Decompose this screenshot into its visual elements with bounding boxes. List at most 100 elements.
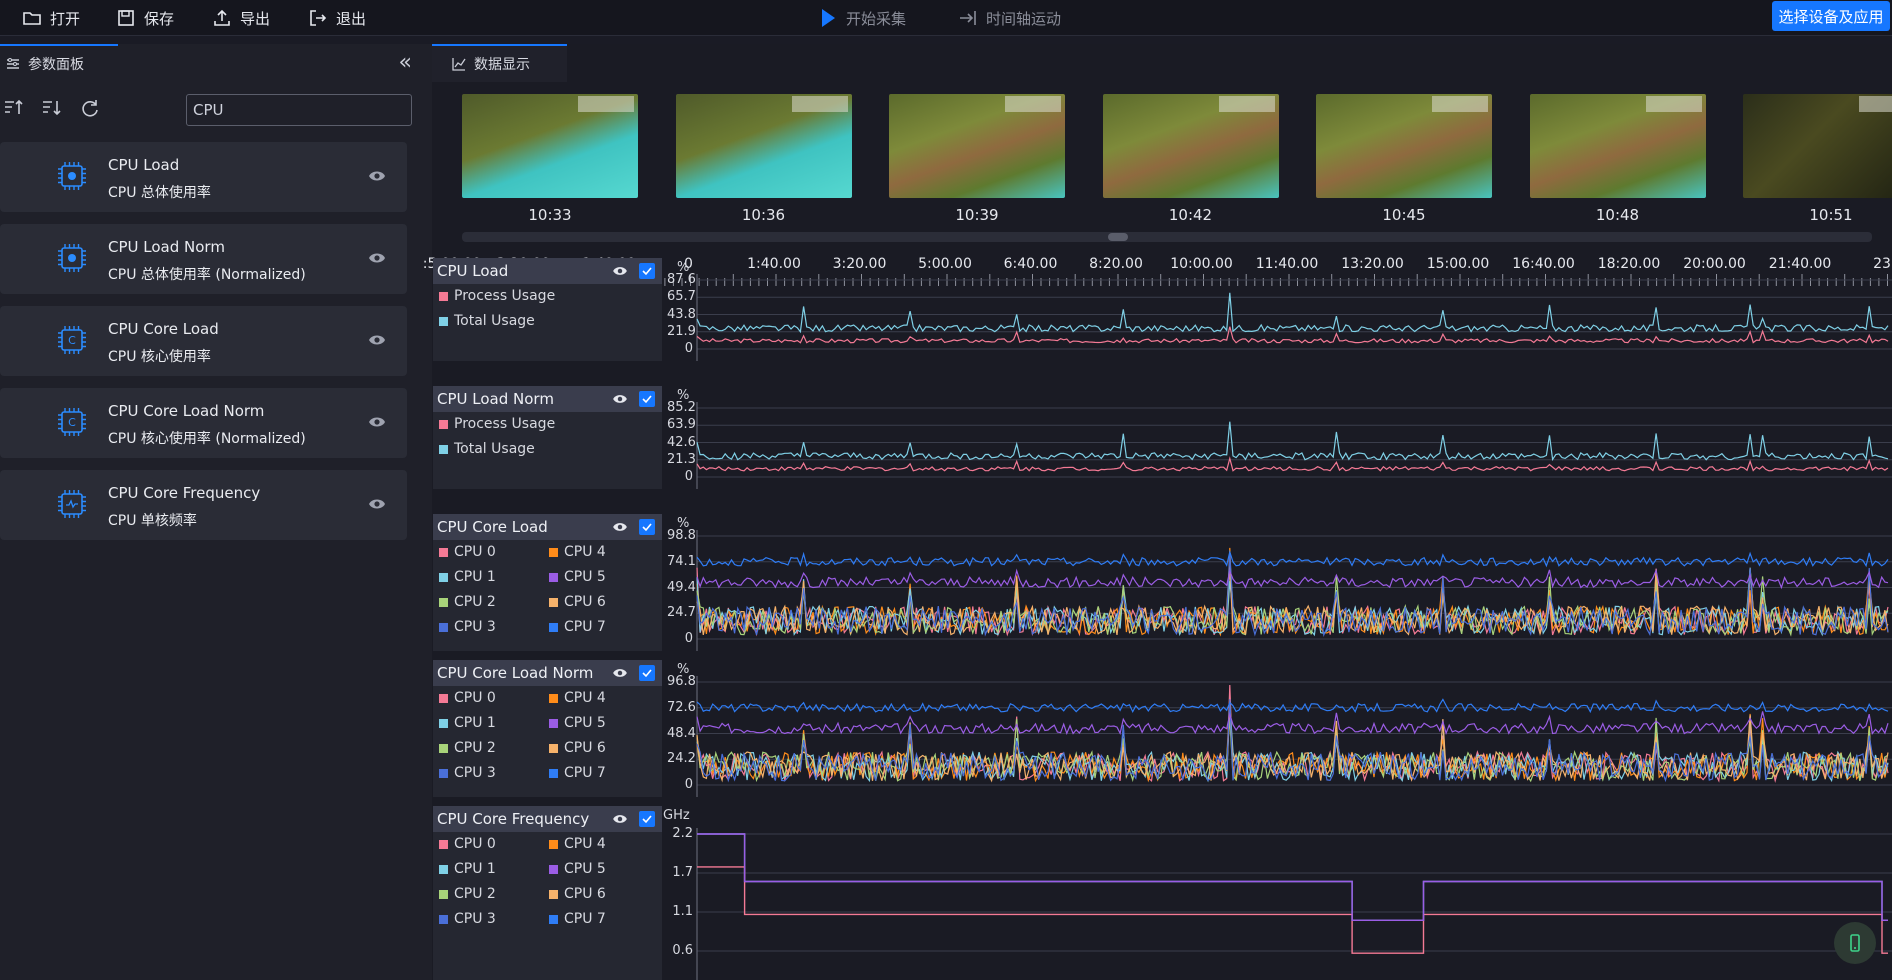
visibility-checkbox[interactable]	[639, 519, 655, 535]
y-tick-label: 21.9	[667, 323, 696, 339]
eye-icon[interactable]	[612, 521, 628, 533]
legend-item[interactable]: CPU 6	[549, 594, 606, 610]
refresh-icon[interactable]	[78, 96, 102, 120]
sort-descending-icon[interactable]	[40, 96, 64, 120]
screenshot-thumbnail[interactable]	[1743, 94, 1892, 198]
parameter-item[interactable]: C CPU Core Load Norm CPU 核心使用率 (Normaliz…	[0, 388, 407, 458]
legend-item[interactable]: CPU 1	[439, 861, 496, 877]
legend-item[interactable]: CPU 1	[439, 569, 496, 585]
legend-label: CPU 1	[454, 569, 496, 585]
legend-item[interactable]: CPU 0	[439, 836, 496, 852]
eye-icon[interactable]	[368, 415, 386, 429]
eye-icon[interactable]	[612, 667, 628, 679]
legend-swatch	[439, 597, 448, 607]
legend-label: CPU 4	[564, 836, 606, 852]
list-settings-icon	[7, 58, 19, 69]
eye-icon[interactable]	[612, 265, 628, 277]
select-device-button[interactable]: 选择设备及应用	[1772, 1, 1890, 31]
eye-icon[interactable]	[612, 813, 628, 825]
eye-icon[interactable]	[612, 393, 628, 405]
scrollbar-thumb[interactable]	[1108, 233, 1128, 241]
device-fab-button[interactable]	[1834, 922, 1876, 964]
legend-item[interactable]: CPU 2	[439, 886, 496, 902]
legend-item[interactable]: CPU 7	[549, 619, 606, 635]
core-load-series	[696, 711, 1889, 735]
legend-item[interactable]: CPU 5	[549, 715, 606, 731]
legend-item[interactable]: CPU 3	[439, 765, 496, 781]
y-tick-label: 96.8	[667, 674, 696, 689]
save-button[interactable]: 保存	[116, 0, 174, 36]
sort-ascending-icon[interactable]	[2, 96, 26, 120]
chart-plot-area[interactable]: GHz 2.2 1.7 1.1 0.6	[663, 806, 1892, 980]
screenshot-thumbnail[interactable]	[1102, 94, 1279, 198]
screenshot-thumbnail[interactable]	[889, 94, 1065, 198]
parameter-item[interactable]: CPU Load CPU 总体使用率	[0, 142, 407, 212]
legend-item[interactable]: CPU 4	[549, 690, 606, 706]
chart-title: CPU Load	[437, 262, 509, 280]
data-display-tab[interactable]: 数据显示	[432, 44, 567, 82]
screenshot-thumbnail[interactable]	[462, 94, 638, 198]
parameter-subtitle: CPU 核心使用率 (Normalized)	[108, 431, 306, 447]
chart-canvas	[696, 274, 1892, 361]
legend-item[interactable]: CPU 2	[439, 740, 496, 756]
core-load-series	[696, 547, 1889, 637]
legend-swatch	[549, 597, 558, 607]
legend-item[interactable]: CPU 5	[549, 569, 606, 585]
y-tick-label: 98.8	[667, 528, 696, 543]
chart-plot-area[interactable]: % 85.2 63.9 42.6 21.3 0	[667, 386, 1892, 489]
legend-item[interactable]: CPU 1	[439, 715, 496, 731]
parameter-item[interactable]: C CPU Core Load CPU 核心使用率	[0, 306, 407, 376]
legend-swatch	[439, 291, 448, 301]
cpu-load-icon	[58, 244, 86, 272]
thumbnail-scrollbar[interactable]	[462, 232, 1872, 242]
legend-item[interactable]: CPU 7	[549, 911, 606, 927]
y-tick-label: 0	[684, 341, 693, 356]
legend-item[interactable]: CPU 7	[549, 765, 606, 781]
legend-label: CPU 4	[564, 544, 606, 560]
legend-item[interactable]: Total Usage	[439, 313, 535, 329]
legend-item[interactable]: CPU 0	[439, 544, 496, 560]
eye-icon[interactable]	[368, 497, 386, 511]
open-button[interactable]: 打开	[22, 0, 80, 36]
legend-item[interactable]: CPU 3	[439, 619, 496, 635]
collapse-panel-icon[interactable]: «	[398, 50, 412, 75]
search-input[interactable]	[186, 94, 412, 126]
screenshot-thumbnail[interactable]	[1316, 94, 1492, 198]
screenshot-thumbnail[interactable]	[1529, 94, 1706, 198]
eye-icon[interactable]	[368, 169, 386, 183]
parameter-item[interactable]: CPU Load Norm CPU 总体使用率 (Normalized)	[0, 224, 407, 294]
data-display-title: 数据显示	[474, 57, 530, 73]
parameter-panel-tab[interactable]: 参数面板	[0, 44, 118, 82]
chart-plot-area[interactable]: % 98.8 74.1 49.4 24.7 0	[667, 514, 1892, 651]
legend-item[interactable]: CPU 3	[439, 911, 496, 927]
legend-item[interactable]: CPU 6	[549, 886, 606, 902]
visibility-checkbox[interactable]	[639, 665, 655, 681]
timeline-motion-button[interactable]: 时间轴运动	[958, 0, 1061, 36]
legend-item[interactable]: CPU 4	[549, 544, 606, 560]
legend-swatch	[549, 839, 558, 849]
start-capture-button[interactable]: 开始采集	[818, 0, 906, 36]
legend-item[interactable]: CPU 2	[439, 594, 496, 610]
exit-button[interactable]: 退出	[308, 0, 366, 36]
visibility-checkbox[interactable]	[639, 811, 655, 827]
parameter-item[interactable]: CPU Core Frequency CPU 单核频率	[0, 470, 407, 540]
chart-plot-area[interactable]: % 87.6 65.7 43.8 21.9 0	[667, 258, 1892, 361]
chart-plot-area[interactable]: % 96.8 72.6 48.4 24.2 0	[667, 660, 1892, 797]
legend-item[interactable]: CPU 5	[549, 861, 606, 877]
legend-item[interactable]: Process Usage	[439, 288, 555, 304]
legend-label: CPU 6	[564, 594, 606, 610]
screenshot-thumbnail[interactable]	[675, 94, 852, 198]
legend-item[interactable]: CPU 0	[439, 690, 496, 706]
visibility-checkbox[interactable]	[639, 263, 655, 279]
visibility-checkbox[interactable]	[639, 391, 655, 407]
legend-item[interactable]: Process Usage	[439, 416, 555, 432]
eye-icon[interactable]	[368, 251, 386, 265]
cpu-core-icon: C	[58, 326, 86, 354]
legend-item[interactable]: CPU 6	[549, 740, 606, 756]
eye-icon[interactable]	[368, 333, 386, 347]
legend-item[interactable]: CPU 4	[549, 836, 606, 852]
export-button[interactable]: 导出	[212, 0, 270, 36]
check-icon	[642, 669, 652, 678]
legend-item[interactable]: Total Usage	[439, 441, 535, 457]
legend-swatch	[439, 914, 448, 924]
